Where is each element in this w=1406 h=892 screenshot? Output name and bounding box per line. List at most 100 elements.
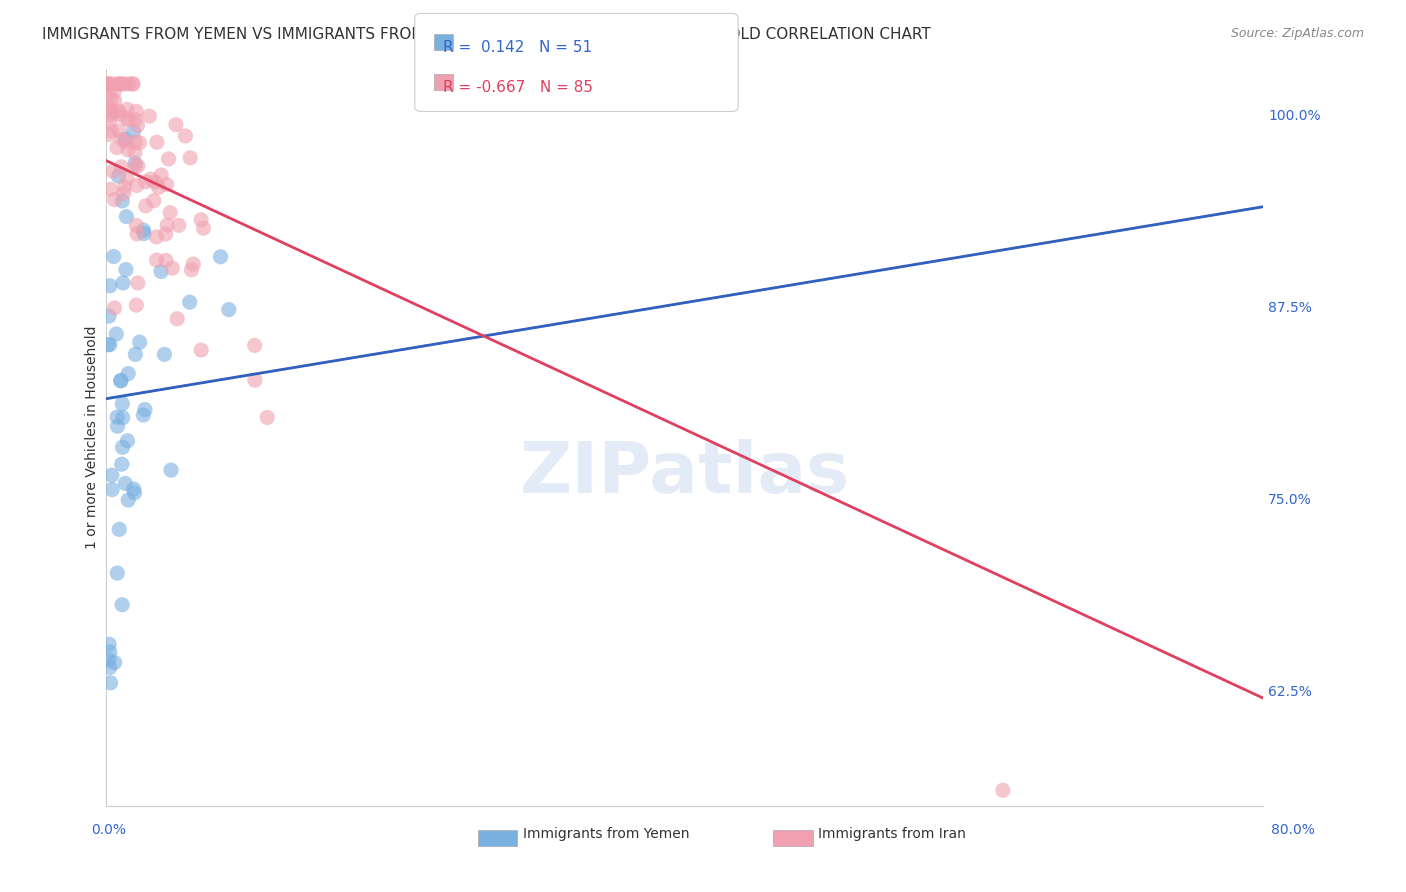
Immigrants from Iran — [121, 77, 143, 91]
Immigrants from Yemen — [98, 653, 121, 667]
Immigrants from Yemen — [153, 347, 176, 361]
Immigrants from Yemen — [114, 132, 136, 146]
Immigrants from Iran — [112, 180, 135, 194]
Immigrants from Iran — [117, 143, 139, 157]
Text: R =  0.142   N = 51: R = 0.142 N = 51 — [443, 40, 592, 55]
Immigrants from Yemen — [132, 408, 155, 422]
Immigrants from Iran — [243, 338, 266, 352]
Immigrants from Yemen — [110, 374, 132, 388]
Immigrants from Iran — [135, 175, 157, 189]
Immigrants from Iran — [100, 182, 122, 196]
Immigrants from Yemen — [108, 522, 131, 536]
Immigrants from Iran — [243, 373, 266, 387]
Immigrants from Yemen — [107, 169, 129, 183]
Immigrants from Iran — [138, 109, 160, 123]
Immigrants from Iran — [148, 180, 170, 194]
Immigrants from Yemen — [218, 302, 240, 317]
Immigrants from Iran — [124, 112, 146, 127]
Immigrants from Iran — [180, 263, 202, 277]
Immigrants from Iran — [124, 145, 146, 160]
Immigrants from Yemen — [105, 326, 128, 341]
Immigrants from Yemen — [117, 493, 139, 508]
Immigrants from Yemen — [111, 598, 134, 612]
Immigrants from Yemen — [100, 675, 122, 690]
Immigrants from Yemen — [209, 250, 232, 264]
Immigrants from Iran — [115, 171, 138, 186]
Immigrants from Yemen — [117, 434, 139, 448]
Immigrants from Yemen — [110, 374, 132, 388]
Immigrants from Iran — [162, 261, 184, 276]
Immigrants from Iran — [155, 178, 177, 192]
Immigrants from Iran — [127, 119, 149, 133]
Text: Immigrants from Yemen: Immigrants from Yemen — [523, 827, 689, 841]
Immigrants from Iran — [105, 141, 128, 155]
Immigrants from Iran — [124, 159, 146, 173]
Immigrants from Yemen — [105, 410, 128, 425]
Immigrants from Yemen — [124, 156, 146, 170]
Immigrants from Iran — [166, 311, 188, 326]
Immigrants from Iran — [98, 77, 121, 91]
Immigrants from Iran — [97, 103, 120, 118]
Immigrants from Iran — [103, 193, 125, 207]
Immigrants from Iran — [110, 160, 132, 174]
Immigrants from Iran — [991, 783, 1014, 797]
Immigrants from Yemen — [111, 276, 134, 290]
Immigrants from Yemen — [134, 402, 156, 417]
Immigrants from Iran — [97, 77, 120, 91]
Immigrants from Yemen — [122, 482, 145, 496]
Immigrants from Iran — [145, 253, 167, 268]
Immigrants from Yemen — [115, 210, 138, 224]
Immigrants from Yemen — [98, 309, 121, 323]
Immigrants from Iran — [127, 159, 149, 173]
Immigrants from Iran — [100, 108, 122, 122]
Immigrants from Iran — [146, 135, 169, 149]
Immigrants from Iran — [128, 136, 150, 150]
Immigrants from Iran — [155, 227, 177, 241]
Immigrants from Yemen — [128, 335, 150, 350]
Immigrants from Yemen — [98, 637, 121, 651]
Immigrants from Iran — [98, 128, 121, 142]
Immigrants from Iran — [124, 135, 146, 149]
Y-axis label: 1 or more Vehicles in Household: 1 or more Vehicles in Household — [86, 326, 100, 549]
Immigrants from Yemen — [103, 656, 125, 670]
Immigrants from Yemen — [105, 566, 128, 580]
Immigrants from Yemen — [111, 457, 134, 471]
Immigrants from Iran — [155, 253, 177, 268]
Immigrants from Iran — [122, 77, 145, 91]
Immigrants from Iran — [110, 77, 132, 91]
Immigrants from Iran — [125, 178, 148, 193]
Immigrants from Yemen — [98, 660, 121, 674]
Immigrants from Yemen — [114, 476, 136, 491]
Immigrants from Iran — [256, 410, 278, 425]
Immigrants from Iran — [97, 77, 120, 91]
Immigrants from Iran — [190, 212, 212, 227]
Immigrants from Yemen — [179, 295, 201, 310]
Immigrants from Yemen — [117, 367, 139, 381]
Text: Source: ZipAtlas.com: Source: ZipAtlas.com — [1230, 27, 1364, 40]
Immigrants from Yemen — [124, 347, 146, 361]
Immigrants from Yemen — [115, 262, 138, 277]
Immigrants from Iran — [127, 227, 149, 241]
Immigrants from Yemen — [98, 645, 121, 659]
Text: R = -0.667   N = 85: R = -0.667 N = 85 — [443, 80, 593, 95]
Immigrants from Iran — [142, 194, 165, 208]
Immigrants from Yemen — [101, 483, 124, 497]
Immigrants from Iran — [127, 276, 149, 290]
Immigrants from Iran — [150, 168, 173, 182]
Immigrants from Iran — [112, 186, 135, 201]
Text: Immigrants from Iran: Immigrants from Iran — [818, 827, 966, 841]
Immigrants from Iran — [98, 115, 121, 129]
Immigrants from Iran — [125, 298, 148, 312]
Text: ZIPatlas: ZIPatlas — [520, 440, 849, 508]
Immigrants from Yemen — [97, 337, 120, 351]
Immigrants from Yemen — [160, 463, 183, 477]
Text: 80.0%: 80.0% — [1271, 823, 1315, 837]
Immigrants from Yemen — [150, 264, 173, 278]
Immigrants from Iran — [159, 205, 181, 219]
Immigrants from Iran — [157, 152, 180, 166]
Immigrants from Iran — [115, 103, 138, 117]
Immigrants from Iran — [103, 84, 125, 98]
Immigrants from Iran — [145, 230, 167, 244]
Immigrants from Iran — [108, 124, 131, 138]
Immigrants from Iran — [107, 77, 129, 91]
